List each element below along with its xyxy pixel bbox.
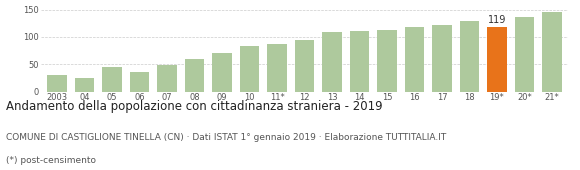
Bar — [130, 72, 150, 92]
Bar — [267, 44, 287, 92]
Bar — [75, 78, 95, 92]
Text: COMUNE DI CASTIGLIONE TINELLA (CN) · Dati ISTAT 1° gennaio 2019 · Elaborazione T: COMUNE DI CASTIGLIONE TINELLA (CN) · Dat… — [6, 133, 446, 142]
Bar — [47, 75, 67, 92]
Bar — [350, 31, 369, 92]
Bar — [432, 26, 452, 92]
Text: 119: 119 — [488, 15, 506, 25]
Bar — [542, 12, 562, 92]
Bar — [487, 27, 507, 92]
Text: Andamento della popolazione con cittadinanza straniera - 2019: Andamento della popolazione con cittadin… — [6, 100, 382, 113]
Bar — [514, 17, 534, 92]
Bar — [459, 21, 479, 92]
Bar — [102, 67, 122, 92]
Bar — [377, 30, 397, 92]
Bar — [295, 40, 314, 92]
Bar — [322, 32, 342, 92]
Bar — [212, 53, 232, 92]
Bar — [240, 46, 259, 92]
Text: (*) post-censimento: (*) post-censimento — [6, 156, 96, 165]
Bar — [157, 65, 177, 92]
Bar — [405, 27, 425, 92]
Bar — [184, 59, 204, 92]
